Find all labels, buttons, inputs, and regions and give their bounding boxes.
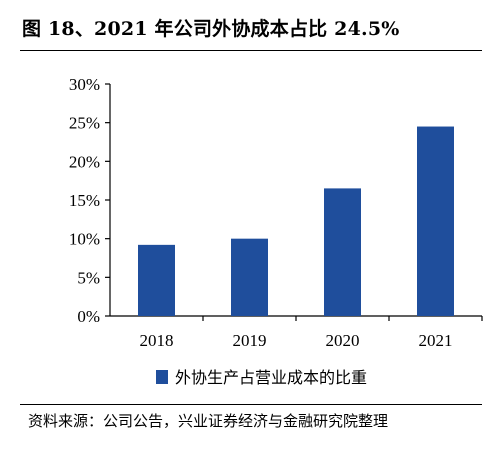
y-tick-label: 10% <box>69 230 100 249</box>
x-tick-label: 2021 <box>419 331 453 350</box>
bar-2019 <box>231 238 268 316</box>
bar-chart: 0% 5% 10% 15% 20% 25% 30% 2018 2019 2020 2021 外协生… <box>69 75 483 387</box>
bar-2018 <box>138 244 175 316</box>
x-tick-label: 2019 <box>233 331 267 350</box>
y-tick-label: 30% <box>69 75 100 94</box>
legend: 外协生产占营业成本的比重 <box>156 368 367 387</box>
x-axis: 2018 2019 2020 2021 <box>110 315 483 350</box>
x-tick-label: 2020 <box>326 331 360 350</box>
bar-2020 <box>324 188 361 316</box>
source-note: 资料来源：公司公告，兴业证券经济与金融研究院整理 <box>28 412 389 430</box>
bars <box>138 126 454 317</box>
y-tick-label: 15% <box>69 191 100 210</box>
y-tick-label: 20% <box>69 152 100 171</box>
source-divider <box>20 404 482 405</box>
chart-title: 图 18、2021 年公司外协成本占比 24.5% <box>22 18 400 40</box>
y-tick-label: 5% <box>77 268 100 287</box>
bar-2021 <box>417 126 454 317</box>
y-tick-label: 25% <box>69 114 100 133</box>
y-axis: 0% 5% 10% 15% 20% 25% 30% <box>69 75 111 326</box>
y-tick-label: 0% <box>77 307 100 326</box>
title-divider <box>20 50 482 51</box>
legend-label: 外协生产占营业成本的比重 <box>175 368 367 387</box>
x-tick-label: 2018 <box>140 331 174 350</box>
legend-swatch <box>156 370 168 384</box>
